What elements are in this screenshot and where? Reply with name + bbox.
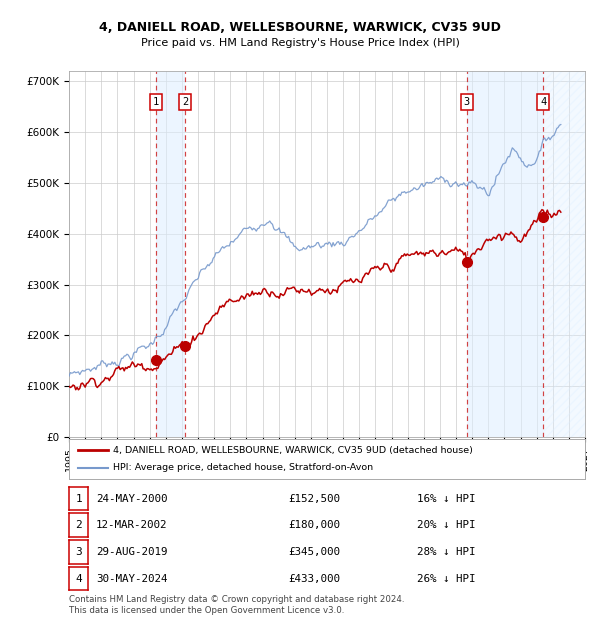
Text: £433,000: £433,000 xyxy=(289,574,341,583)
Text: 4, DANIELL ROAD, WELLESBOURNE, WARWICK, CV35 9UD: 4, DANIELL ROAD, WELLESBOURNE, WARWICK, … xyxy=(99,21,501,33)
Text: HPI: Average price, detached house, Stratford-on-Avon: HPI: Average price, detached house, Stra… xyxy=(113,463,373,472)
Text: 1: 1 xyxy=(153,97,159,107)
Text: 3: 3 xyxy=(464,97,470,107)
Text: 4, DANIELL ROAD, WELLESBOURNE, WARWICK, CV35 9UD (detached house): 4, DANIELL ROAD, WELLESBOURNE, WARWICK, … xyxy=(113,446,473,454)
Text: 2: 2 xyxy=(75,520,82,530)
Text: 24-MAY-2000: 24-MAY-2000 xyxy=(96,494,167,503)
Bar xyxy=(543,71,585,437)
Text: £180,000: £180,000 xyxy=(289,520,341,530)
Text: 28% ↓ HPI: 28% ↓ HPI xyxy=(417,547,476,557)
Text: 26% ↓ HPI: 26% ↓ HPI xyxy=(417,574,476,583)
Text: £345,000: £345,000 xyxy=(289,547,341,557)
Bar xyxy=(156,71,185,437)
Text: 4: 4 xyxy=(75,574,82,583)
Text: Contains HM Land Registry data © Crown copyright and database right 2024.: Contains HM Land Registry data © Crown c… xyxy=(69,595,404,604)
Text: 12-MAR-2002: 12-MAR-2002 xyxy=(96,520,167,530)
Text: 20% ↓ HPI: 20% ↓ HPI xyxy=(417,520,476,530)
Text: 4: 4 xyxy=(540,97,547,107)
Text: 2: 2 xyxy=(182,97,188,107)
Bar xyxy=(467,71,543,437)
Text: 30-MAY-2024: 30-MAY-2024 xyxy=(96,574,167,583)
Text: Price paid vs. HM Land Registry's House Price Index (HPI): Price paid vs. HM Land Registry's House … xyxy=(140,38,460,48)
Text: 1: 1 xyxy=(75,494,82,503)
Text: This data is licensed under the Open Government Licence v3.0.: This data is licensed under the Open Gov… xyxy=(69,606,344,615)
Text: £152,500: £152,500 xyxy=(289,494,341,503)
Text: 29-AUG-2019: 29-AUG-2019 xyxy=(96,547,167,557)
Text: 16% ↓ HPI: 16% ↓ HPI xyxy=(417,494,476,503)
Text: 3: 3 xyxy=(75,547,82,557)
